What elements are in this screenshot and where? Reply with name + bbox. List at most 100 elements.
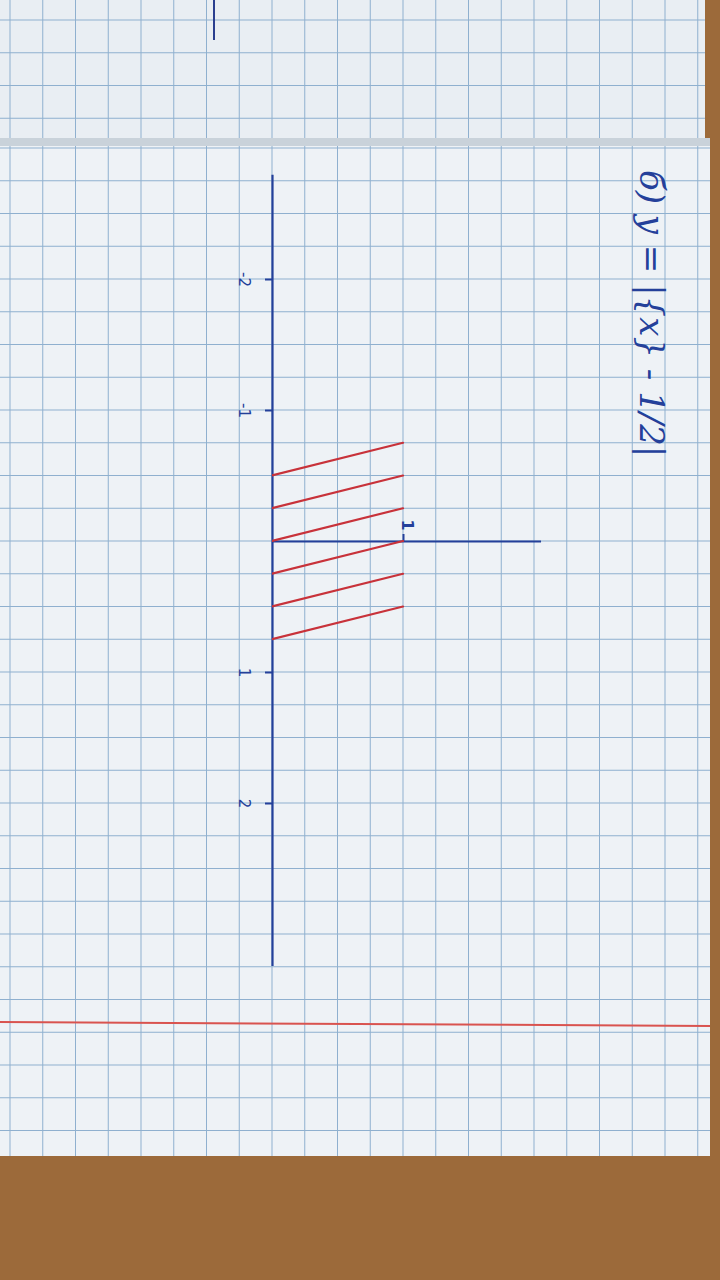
paper-line <box>0 901 710 902</box>
x-tick-label: -1 <box>235 403 253 418</box>
lower-page <box>0 146 710 1156</box>
paper-line <box>0 344 710 345</box>
paper-line <box>272 146 273 1156</box>
y-axis-line <box>273 540 542 542</box>
table <box>0 0 720 1280</box>
paper-line <box>239 0 240 138</box>
paper-line <box>370 146 371 1156</box>
x-tick-mark <box>265 672 272 674</box>
paper-line <box>665 0 666 138</box>
paper-line <box>0 475 710 476</box>
paper-line <box>10 0 11 138</box>
x-tick: -2 <box>235 272 272 287</box>
paper-line <box>0 20 705 21</box>
paper-line <box>337 146 338 1156</box>
paper-line <box>0 85 705 86</box>
paper-line <box>599 146 600 1156</box>
paper-line <box>141 0 142 138</box>
paper-line <box>697 0 698 138</box>
paper-line <box>141 146 142 1156</box>
y-tick-label: 1 <box>398 519 417 530</box>
x-tick-mark <box>265 410 272 412</box>
canvas: -2 -1 1 2 1 б) y = |{x} - 1/2| <box>0 0 720 1280</box>
paper-line <box>239 146 240 1156</box>
paper-line <box>42 0 43 138</box>
paper-line <box>435 146 436 1156</box>
plot-area <box>272 443 403 640</box>
paper-line <box>0 934 710 935</box>
paper-line <box>566 0 567 138</box>
paper-line <box>42 146 43 1156</box>
paper-line <box>0 999 710 1000</box>
x-tick: 2 <box>235 799 272 809</box>
page-fold <box>0 138 710 146</box>
paper-line <box>75 0 76 138</box>
paper-line <box>0 311 710 312</box>
paper-line <box>108 146 109 1156</box>
x-tick-label: -2 <box>235 272 253 287</box>
paper-line <box>468 0 469 138</box>
paper-line <box>0 770 710 771</box>
x-axis: -2 -1 1 2 <box>235 175 273 966</box>
paper-line <box>0 442 710 443</box>
x-tick: -1 <box>235 403 272 418</box>
paper-line <box>599 0 600 138</box>
x-tick-mark <box>265 803 272 805</box>
paper-line <box>0 704 710 705</box>
paper-line <box>697 146 698 1156</box>
paper-line <box>304 146 305 1156</box>
title: б) y = |{x} - 1/2| <box>632 170 672 457</box>
paper-line <box>206 0 207 138</box>
paper-line <box>0 737 710 738</box>
paper-line <box>534 0 535 138</box>
paper-line <box>435 0 436 138</box>
paper-line <box>0 1065 710 1066</box>
paper-line <box>0 966 710 967</box>
paper-line <box>0 180 710 181</box>
paper-line <box>0 1130 710 1131</box>
y-tick: 1 <box>398 519 417 541</box>
paper-line <box>173 0 174 138</box>
paper-grid <box>0 0 710 1156</box>
paper-line <box>75 146 76 1156</box>
paper-line <box>501 0 502 138</box>
paper-line <box>0 1032 710 1033</box>
paper-line <box>0 541 710 542</box>
paper-line <box>501 146 502 1156</box>
margin-line <box>0 1022 710 1026</box>
paper-line <box>566 146 567 1156</box>
paper-line <box>0 868 710 869</box>
paper-line <box>0 148 710 149</box>
x-tick-label: 1 <box>235 668 253 678</box>
paper-line <box>272 0 273 138</box>
paper-line <box>0 213 710 214</box>
paper-line <box>0 118 705 119</box>
upper-page <box>0 0 705 140</box>
paper-line <box>0 410 710 411</box>
graph-line <box>272 443 403 640</box>
paper-line <box>0 835 710 836</box>
paper-line <box>0 672 710 673</box>
paper-line <box>108 0 109 138</box>
paper-line <box>0 639 710 640</box>
paper-line <box>632 0 633 138</box>
ink-mark <box>213 0 215 40</box>
paper-line <box>534 146 535 1156</box>
paper-line <box>403 0 404 138</box>
paper-line <box>337 0 338 138</box>
paper-line <box>173 146 174 1156</box>
paper-line <box>304 0 305 138</box>
paper-line <box>0 606 710 607</box>
paper-line <box>10 146 11 1156</box>
paper-line <box>468 146 469 1156</box>
paper-line <box>0 1097 710 1098</box>
x-axis-line <box>271 175 273 966</box>
paper-line <box>0 52 705 53</box>
paper-line <box>403 146 404 1156</box>
x-tick: 1 <box>235 668 272 678</box>
notebook <box>0 0 720 1280</box>
paper-line <box>0 279 710 280</box>
paper-line <box>0 573 710 574</box>
paper-line <box>206 146 207 1156</box>
x-tick-mark <box>265 279 272 281</box>
